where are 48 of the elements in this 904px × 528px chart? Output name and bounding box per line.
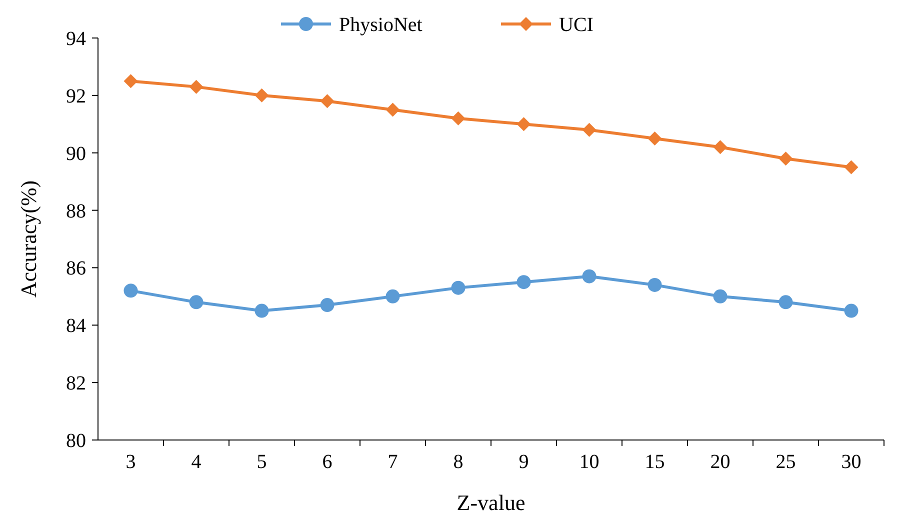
point xyxy=(713,140,728,154)
x-tick-label: 15 xyxy=(644,451,665,473)
point xyxy=(582,122,596,137)
point xyxy=(582,269,596,284)
x-tick-label: 5 xyxy=(256,451,267,473)
x-tick-label: 10 xyxy=(579,451,600,473)
point xyxy=(254,304,269,318)
legend-label: PhysioNet xyxy=(339,14,423,36)
point xyxy=(648,278,662,292)
y-tick-label: 90 xyxy=(66,142,86,165)
x-tick-label: 6 xyxy=(322,451,332,473)
point xyxy=(189,295,204,310)
point xyxy=(254,88,269,102)
point xyxy=(320,298,334,312)
point xyxy=(124,284,138,298)
point xyxy=(451,280,466,295)
y-tick-label: 80 xyxy=(66,430,86,452)
point xyxy=(778,295,793,310)
x-tick-label: 9 xyxy=(518,451,529,473)
x-tick-label: 20 xyxy=(710,451,730,473)
point xyxy=(189,80,204,94)
x-tick-label: 4 xyxy=(191,451,202,473)
x-tick-label: 25 xyxy=(776,451,796,473)
point xyxy=(386,102,400,117)
legend-label: UCI xyxy=(559,14,594,36)
x-tick-label: 30 xyxy=(841,451,862,473)
point xyxy=(844,304,858,318)
point xyxy=(713,289,728,304)
x-tick-label: 8 xyxy=(453,451,464,473)
point xyxy=(451,111,466,126)
point xyxy=(516,117,531,132)
x-tick-label: 3 xyxy=(126,451,136,473)
y-tick-label: 88 xyxy=(66,200,86,222)
point xyxy=(648,132,662,146)
point xyxy=(386,289,400,304)
point xyxy=(844,160,858,174)
y-tick-label: 92 xyxy=(66,85,86,108)
point xyxy=(516,275,531,290)
point xyxy=(124,74,138,88)
point xyxy=(778,152,793,166)
y-tick-label: 86 xyxy=(66,258,86,280)
y-tick-label: 84 xyxy=(66,315,86,338)
x-axis-title: Z-value xyxy=(456,490,526,515)
y-tick-label: 94 xyxy=(66,28,86,50)
point xyxy=(320,94,334,108)
x-tick-label: 7 xyxy=(388,451,398,473)
y-tick-label: 82 xyxy=(66,372,86,395)
y-axis-title: Accuracy(%) xyxy=(16,180,41,298)
